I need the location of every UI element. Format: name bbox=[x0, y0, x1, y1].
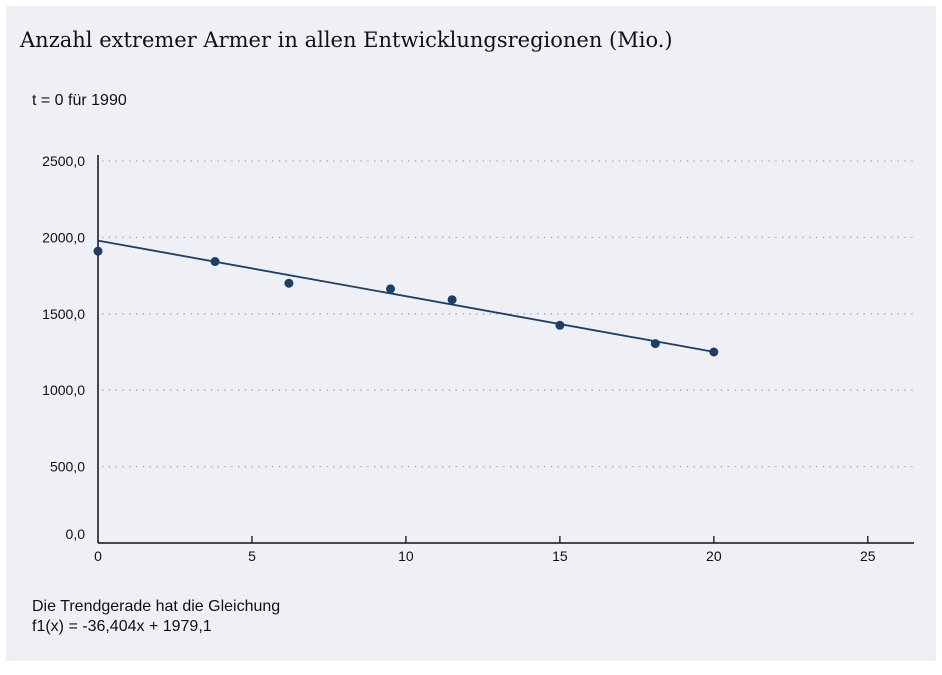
trendline-equation-note: Die Trendgerade hat die Gleichung f1(x) … bbox=[32, 597, 280, 637]
data-point bbox=[386, 284, 396, 294]
equation-intro: Die Trendgerade hat die Gleichung bbox=[32, 598, 281, 615]
data-point bbox=[555, 320, 565, 330]
data-point bbox=[93, 246, 103, 256]
chart-title: Anzahl extremer Armer in allen Entwicklu… bbox=[20, 28, 673, 52]
x-tick-label: 20 bbox=[706, 548, 722, 564]
data-point bbox=[210, 257, 220, 267]
x-tick-label: 10 bbox=[398, 548, 414, 564]
data-point bbox=[650, 339, 660, 349]
y-tick-label: 1500,0 bbox=[42, 306, 85, 322]
chart-subtitle: t = 0 für 1990 bbox=[32, 92, 127, 109]
chart-panel bbox=[6, 6, 936, 661]
equation-formula: f1(x) = -36,404x + 1979,1 bbox=[32, 618, 212, 635]
data-point bbox=[709, 347, 719, 357]
y-tick-label: 500,0 bbox=[50, 459, 85, 475]
y-tick-label: 0,0 bbox=[66, 526, 86, 542]
y-tick-label: 2000,0 bbox=[42, 229, 85, 245]
data-point bbox=[284, 278, 294, 288]
x-tick-label: 0 bbox=[94, 548, 102, 564]
x-tick-label: 5 bbox=[248, 548, 256, 564]
x-tick-label: 25 bbox=[860, 548, 876, 564]
data-point bbox=[447, 295, 457, 305]
trend-line bbox=[97, 239, 715, 353]
y-tick-label: 2500,0 bbox=[42, 153, 85, 169]
x-tick-label: 15 bbox=[552, 548, 568, 564]
y-tick-label: 1000,0 bbox=[42, 382, 85, 398]
